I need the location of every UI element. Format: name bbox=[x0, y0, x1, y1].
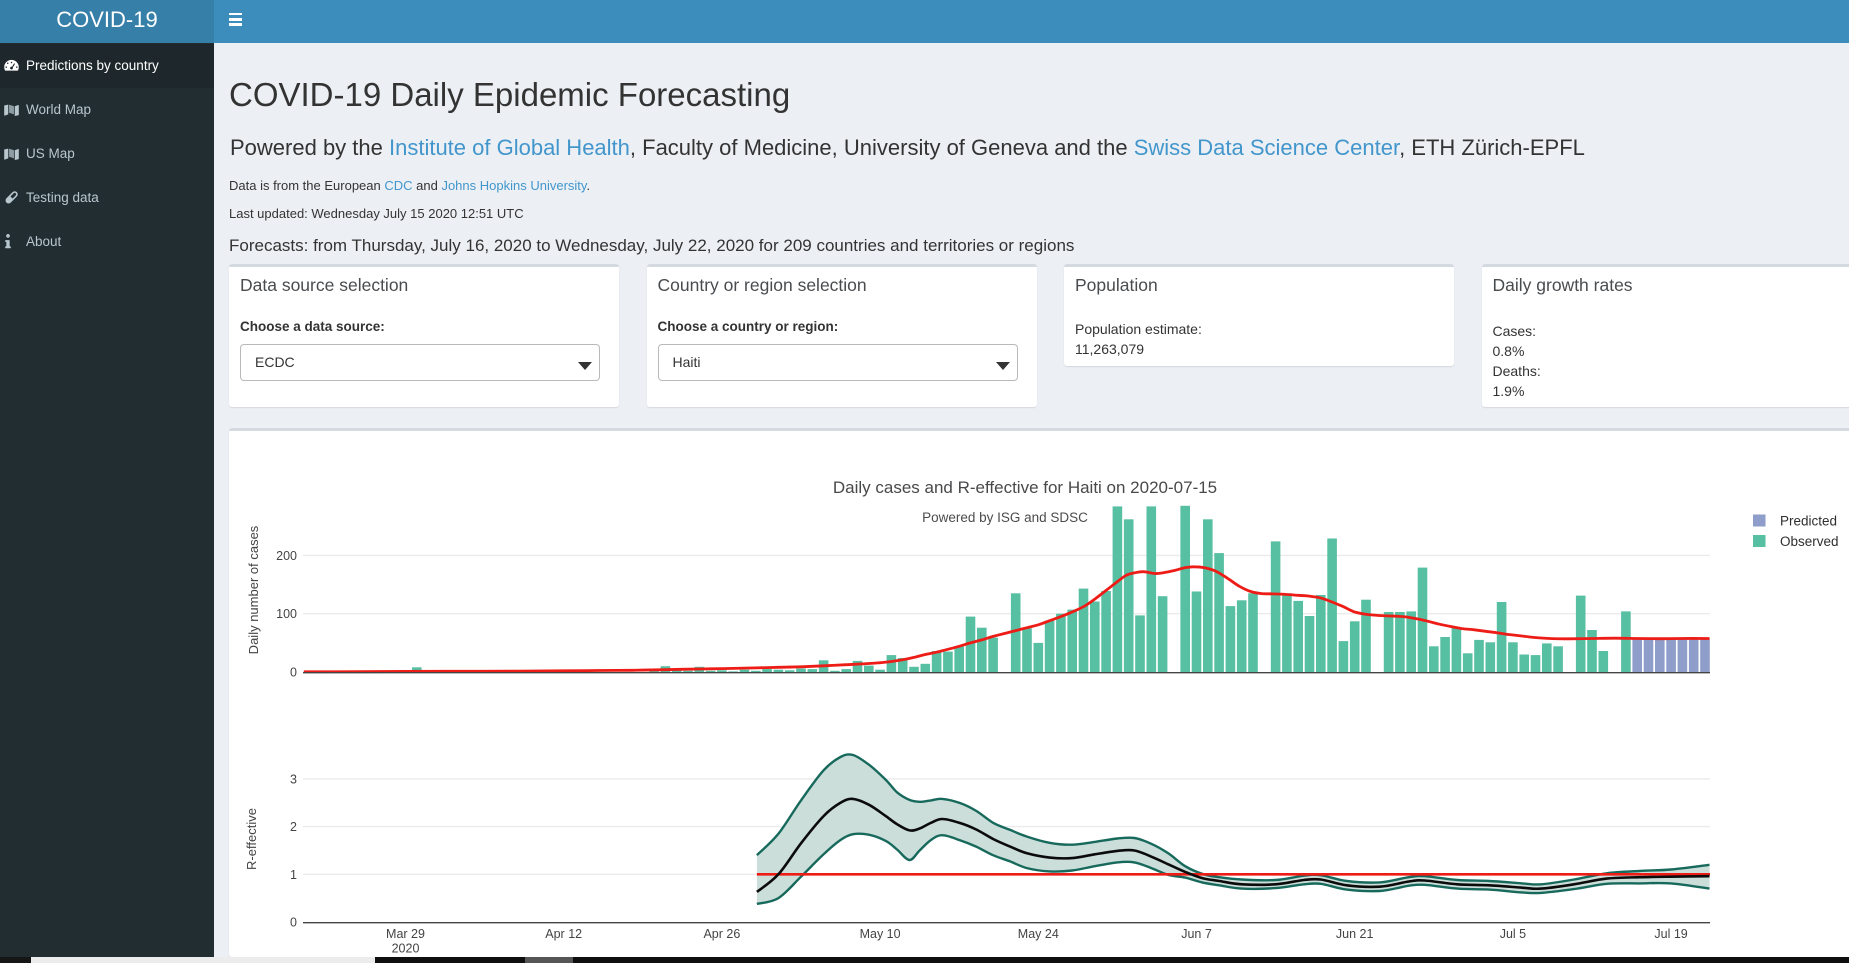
svg-text:2: 2 bbox=[290, 820, 297, 834]
svg-text:Jun 7: Jun 7 bbox=[1181, 927, 1212, 941]
svg-text:Jun 21: Jun 21 bbox=[1336, 927, 1374, 941]
svg-text:100: 100 bbox=[276, 607, 297, 621]
svg-text:Mar 29: Mar 29 bbox=[386, 927, 425, 941]
svg-text:Daily number of cases: Daily number of cases bbox=[246, 525, 261, 654]
svg-text:May 10: May 10 bbox=[860, 927, 901, 941]
svg-text:Apr 12: Apr 12 bbox=[545, 927, 582, 941]
svg-text:0: 0 bbox=[290, 666, 297, 680]
svg-text:Jul 5: Jul 5 bbox=[1500, 927, 1526, 941]
svg-text:1: 1 bbox=[290, 868, 297, 882]
svg-text:2020: 2020 bbox=[392, 942, 420, 956]
svg-text:Daily cases and R-effective fo: Daily cases and R-effective for Haiti on… bbox=[833, 478, 1217, 497]
svg-text:3: 3 bbox=[290, 772, 297, 786]
svg-text:Powered by ISG and SDSC: Powered by ISG and SDSC bbox=[922, 510, 1088, 525]
svg-text:May 24: May 24 bbox=[1018, 927, 1059, 941]
svg-text:Apr 26: Apr 26 bbox=[703, 927, 740, 941]
svg-text:R-effective: R-effective bbox=[244, 808, 259, 870]
svg-text:0: 0 bbox=[290, 916, 297, 930]
svg-text:Observed: Observed bbox=[1780, 534, 1839, 549]
svg-text:Predicted: Predicted bbox=[1780, 513, 1837, 528]
svg-text:200: 200 bbox=[276, 549, 297, 563]
svg-text:Jul 19: Jul 19 bbox=[1654, 927, 1687, 941]
